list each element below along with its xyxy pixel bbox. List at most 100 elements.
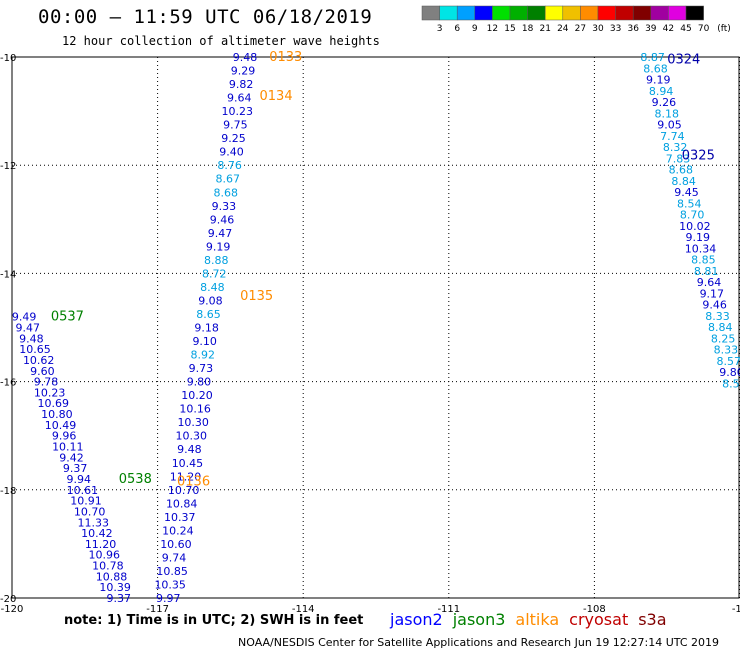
x-tick-label: -117	[146, 604, 169, 615]
data-label-jason3: 10.80	[41, 408, 73, 421]
data-label-altika: 10.37	[164, 511, 196, 524]
data-label-jason3: 10.65	[19, 343, 51, 356]
data-label-altika: 10.20	[181, 389, 213, 402]
data-label-jason2: 8.94	[649, 85, 674, 98]
data-label-altika: 9.64	[227, 92, 252, 105]
chart-subtitle: 12 hour collection of altimeter wave hei…	[62, 34, 380, 48]
data-label-jason2: 8.33	[705, 310, 730, 323]
colorbar-swatch	[632, 5, 652, 21]
data-label-jason3: 10.23	[34, 386, 66, 399]
data-label-jason3: 10.69	[38, 397, 70, 410]
data-label-altika: 8.76	[217, 159, 242, 172]
colorbar-swatch	[509, 5, 528, 21]
colorbar-swatch	[544, 5, 564, 21]
data-label-altika: 9.75	[223, 119, 248, 132]
colorbar-swatch	[456, 5, 476, 21]
data-label-altika: 10.24	[162, 524, 194, 537]
data-label-jason3: 10.11	[52, 441, 84, 454]
data-label-jason2: 10.34	[685, 242, 717, 255]
data-label-altika: 10.84	[166, 497, 198, 510]
data-label-altika: 9.19	[206, 240, 231, 253]
pass-time-label: 0538	[119, 472, 152, 487]
data-label-altika: 9.82	[229, 78, 254, 91]
colorbar-tick-label: 12	[487, 24, 498, 34]
data-label-jason3: 10.62	[23, 354, 55, 367]
colorbar-tick-label: 42	[663, 24, 674, 34]
colorbar-swatch	[474, 5, 493, 21]
data-label-jason2: 8.54	[677, 197, 702, 210]
data-label-jason2: 8.18	[654, 107, 679, 120]
colorbar-tick-label: 24	[557, 24, 569, 34]
data-label-altika: 10.16	[179, 403, 211, 416]
colorbar-tick-label: 6	[454, 24, 460, 34]
data-label-altika: 10.85	[156, 565, 188, 578]
mission-name-jason3: jason3	[452, 610, 506, 629]
pass-time-label: 0133	[269, 50, 302, 65]
colorbar-swatch	[421, 5, 440, 21]
data-label-jason2: 8.33	[714, 344, 739, 357]
axis-ticks: -120 -117 -114 -111 -108 -10 -10 -12 -14 -16 -18 -2…	[0, 53, 740, 615]
data-label-altika: 9.74	[162, 551, 187, 564]
data-label-jason2: 7.74	[660, 130, 685, 143]
mission-name-altika: altika	[515, 610, 560, 629]
data-label-jason3: 10.91	[70, 495, 102, 508]
y-tick-label: -10	[0, 53, 16, 64]
data-label-jason2: 9.26	[652, 96, 677, 109]
x-tick-label: -120	[1, 604, 24, 615]
colorbar-swatch	[562, 5, 581, 21]
data-label-jason2: 8.84	[708, 321, 733, 334]
data-label-jason3: 10.39	[99, 581, 131, 594]
colorbar-tick-label: 27	[575, 24, 586, 34]
colorbar-swatch	[685, 5, 704, 21]
data-label-altika: 9.47	[208, 227, 233, 240]
mission-name-s3a: s3a	[638, 610, 667, 629]
data-label-altika: 10.30	[177, 416, 209, 429]
data-label-altika: 9.97	[156, 592, 181, 605]
footer-credit: NOAA/NESDIS Center for Satellite Applica…	[238, 636, 720, 649]
colorbar-tick-label: 15	[504, 24, 515, 34]
colorbar-swatch	[439, 5, 458, 21]
data-label-jason2: 8.50	[722, 377, 740, 390]
pass-time-label: 0134	[260, 89, 293, 104]
data-label-jason2: 8.85	[691, 254, 716, 267]
y-tick-label: -14	[0, 269, 16, 280]
data-label-altika: 8.65	[196, 308, 221, 321]
colorbar-tick-label: 18	[522, 24, 534, 34]
footer-note: note: 1) Time is in UTC; 2) SWH is in fe…	[64, 613, 364, 628]
data-label-jason3: 10.42	[81, 527, 113, 540]
wave-height-points: 9.489.299.829.6410.239.759.259.408.768.6…	[12, 51, 740, 605]
data-label-jason3: 9.48	[19, 332, 44, 345]
data-label-altika: 9.18	[194, 322, 219, 335]
data-label-altika: 9.25	[221, 132, 246, 145]
colorbar-swatch	[615, 5, 634, 21]
data-label-altika: 8.92	[191, 349, 216, 362]
y-tick-label: -12	[0, 161, 16, 172]
data-label-jason3: 9.78	[34, 376, 59, 389]
data-label-altika: 8.72	[202, 267, 227, 280]
pass-time-label: 0136	[177, 475, 210, 490]
data-label-altika: 10.35	[154, 578, 186, 591]
colorbar-swatch	[597, 5, 616, 21]
colorbar-tick-label: 70	[698, 24, 710, 34]
data-label-jason2: 9.80	[719, 366, 740, 379]
data-label-jason2: 8.32	[663, 141, 688, 154]
data-label-altika: 8.67	[215, 173, 240, 186]
data-label-jason2: 8.68	[669, 164, 694, 177]
data-label-jason3: 10.70	[74, 505, 106, 518]
data-label-altika: 8.88	[204, 254, 229, 267]
data-label-jason2: 8.84	[671, 175, 696, 188]
data-label-jason3: 9.96	[52, 430, 77, 443]
data-label-jason3: 9.37	[107, 592, 132, 605]
x-tick-label: -108	[583, 604, 606, 615]
data-label-jason3: 9.94	[66, 473, 91, 486]
data-label-jason2: 9.45	[674, 186, 699, 199]
data-label-jason3: 10.96	[88, 549, 120, 562]
x-tick-label: -114	[292, 604, 315, 615]
data-label-jason2: 8.70	[680, 209, 705, 222]
data-label-jason3: 10.78	[92, 560, 124, 573]
colorbar-tick-label: 30	[592, 24, 604, 34]
data-label-altika: 9.48	[177, 443, 202, 456]
data-label-jason3: 9.60	[30, 365, 55, 378]
y-tick-label: -18	[0, 486, 16, 497]
data-label-jason2: 8.81	[694, 265, 719, 278]
